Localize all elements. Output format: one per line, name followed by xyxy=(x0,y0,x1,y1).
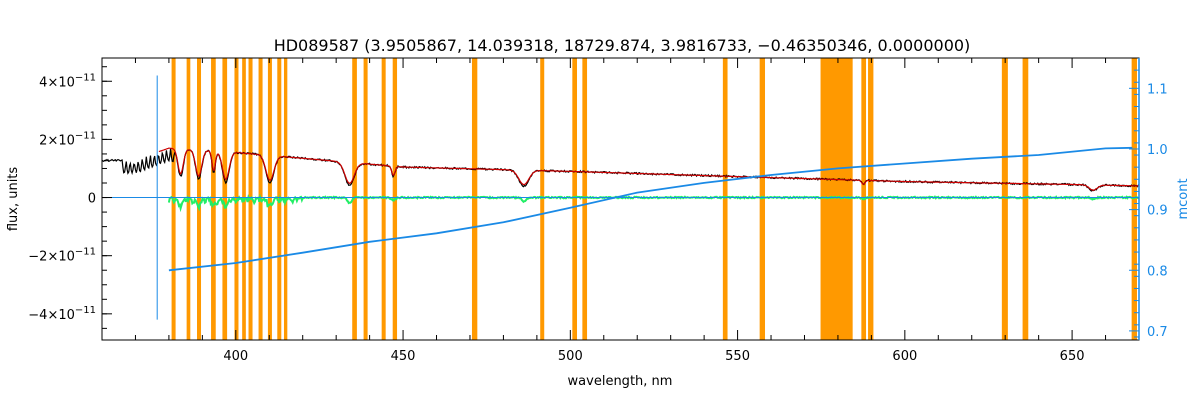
y2-tick-label: 1.1 xyxy=(1147,82,1168,97)
mask-band xyxy=(868,58,874,340)
mask-band xyxy=(582,58,588,340)
x-tick-label: 550 xyxy=(725,349,750,364)
y-axis-label: flux, units xyxy=(6,167,21,232)
y-tick-label: 0 xyxy=(88,192,96,207)
residual-line xyxy=(167,193,1140,213)
y-tick-label: −2×10−11 xyxy=(28,247,96,265)
mask-band xyxy=(1001,58,1008,340)
mask-band xyxy=(471,58,478,340)
mask-band xyxy=(197,58,202,340)
mcont-line xyxy=(168,146,1133,272)
y-tick-label: 2×10−11 xyxy=(39,130,96,148)
mask-band xyxy=(722,58,728,340)
y2-tick-label: 1.0 xyxy=(1147,143,1168,158)
mask-band xyxy=(363,58,368,340)
mask-band xyxy=(540,58,545,340)
y-tick-label: −4×10−11 xyxy=(28,305,96,323)
x-tick-label: 650 xyxy=(1060,349,1085,364)
mask-band xyxy=(267,58,272,340)
mask-band xyxy=(1022,58,1029,340)
y2-tick-label: 0.9 xyxy=(1147,204,1168,219)
chart-title: HD089587 (3.9505867, 14.039318, 18729.87… xyxy=(274,36,971,55)
y-tick-label: 4×10−11 xyxy=(39,72,96,90)
model-spectrum-line xyxy=(158,147,1139,191)
x-tick-label: 500 xyxy=(558,349,583,364)
series-layer xyxy=(101,75,1140,320)
mask-band xyxy=(211,58,216,340)
mask-band xyxy=(820,58,853,340)
x-tick-label: 600 xyxy=(892,349,917,364)
y2-axis-label: mcont xyxy=(1176,178,1191,219)
mask-band xyxy=(222,58,228,340)
mask-band xyxy=(572,58,578,340)
x-tick-label: 400 xyxy=(223,349,248,364)
x-tick-label: 450 xyxy=(391,349,416,364)
y2-tick-label: 0.7 xyxy=(1147,325,1168,340)
y2-tick-label: 0.8 xyxy=(1147,264,1168,279)
x-axis-label: wavelength, nm xyxy=(568,374,673,389)
